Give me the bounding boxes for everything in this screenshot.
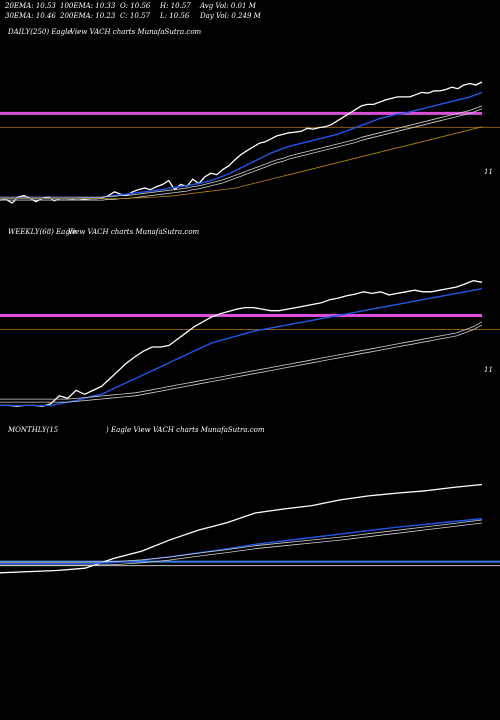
stat-open: O: 10.56 [120, 2, 151, 10]
monthly-ema_slow-line-2 [0, 522, 483, 566]
daily-ema_slow-line-1 [0, 105, 483, 198]
stat-ema20: 20EMA: 10.53 [5, 2, 56, 10]
stat-high: H: 10.57 [160, 2, 191, 10]
monthly-caption-title: MONTHLY(15 [8, 426, 59, 434]
daily-ema_long-line [0, 126, 483, 200]
monthly-chart [0, 483, 500, 574]
weekly-ema_fast-line [0, 287, 483, 407]
daily-price-line [0, 81, 483, 204]
daily-caption-link[interactable]: View VACH charts MunafaSutra.com [70, 28, 202, 36]
monthly-caption-link[interactable]: ) Eagle View VACH charts MunafaSutra.com [106, 426, 265, 434]
monthly-panel: MONTHLY(15 ) Eagle View VACH charts Muna… [0, 426, 500, 656]
weekly-ema_slow-line-1 [0, 321, 483, 400]
weekly-panel: WEEKLY(68) Eagle View VACH charts Munafa… [0, 226, 500, 426]
daily-ema_slow-line-2 [0, 108, 483, 201]
stat-avg-vol: Avg Vol: 0.01 M [200, 2, 256, 10]
stat-ema200: 200EMA: 10.23 [60, 12, 116, 20]
monthly-ema_slow-line-1 [0, 519, 483, 563]
stat-ema100: 100EMA: 10.33 [60, 2, 116, 10]
stat-low: L: 10.56 [160, 12, 190, 20]
weekly-ema_slow-line-2 [0, 324, 483, 403]
monthly-price-line [0, 483, 483, 574]
daily-panel: DAILY(250) Eagle View VACH charts Munafa… [0, 26, 500, 226]
weekly-caption-link[interactable]: View VACH charts MunafaSutra.com [68, 228, 200, 236]
daily-ema_fast-line [0, 91, 483, 200]
monthly-ema_fast-line [0, 518, 483, 565]
weekly-price-line [0, 280, 483, 407]
daily-chart [0, 81, 500, 204]
daily-level-label: 11 [484, 168, 493, 176]
weekly-caption-title: WEEKLY(68) Eagle [8, 228, 77, 236]
weekly-level-label: 11 [484, 366, 493, 374]
stat-ema30: 30EMA: 10.46 [5, 12, 56, 20]
daily-caption-title: DAILY(250) Eagle [8, 28, 72, 36]
stat-close: C: 10.57 [120, 12, 150, 20]
stat-day-vol: Day Vol: 0.249 M [200, 12, 261, 20]
weekly-chart [0, 280, 500, 407]
